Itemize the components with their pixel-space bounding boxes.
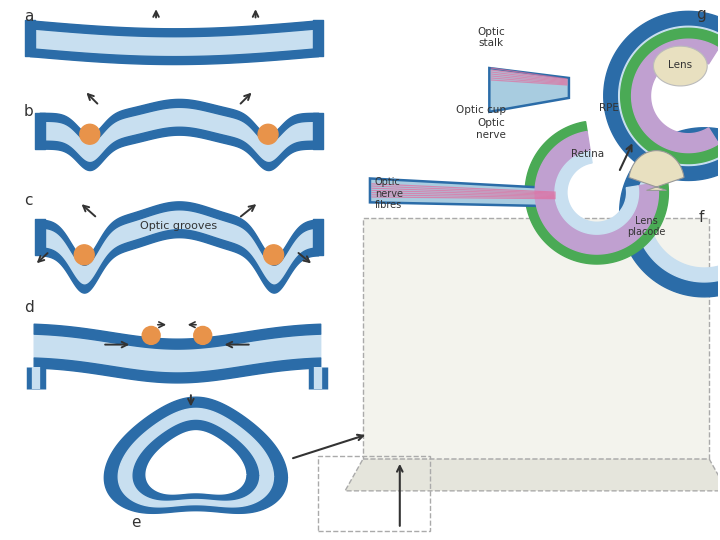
Polygon shape — [535, 131, 659, 254]
Polygon shape — [104, 397, 287, 514]
Polygon shape — [634, 143, 720, 282]
Text: c: c — [24, 193, 32, 208]
Text: e: e — [131, 515, 140, 530]
Text: f: f — [698, 210, 703, 225]
Text: Optic grooves: Optic grooves — [140, 221, 217, 231]
Text: g: g — [696, 8, 706, 22]
Polygon shape — [621, 28, 720, 164]
Polygon shape — [654, 46, 707, 86]
Polygon shape — [370, 179, 559, 206]
Text: Optic
stalk: Optic stalk — [477, 26, 505, 48]
Circle shape — [143, 327, 160, 345]
FancyBboxPatch shape — [363, 218, 709, 459]
Polygon shape — [490, 68, 569, 112]
Text: Retina: Retina — [571, 148, 604, 159]
Polygon shape — [620, 128, 720, 297]
Text: Lens: Lens — [668, 60, 693, 70]
Circle shape — [194, 327, 212, 345]
Text: Optic cup: Optic cup — [456, 105, 505, 115]
Polygon shape — [525, 122, 668, 264]
Text: RPE: RPE — [599, 103, 618, 113]
Circle shape — [74, 245, 94, 265]
Text: d: d — [24, 300, 34, 315]
Polygon shape — [618, 26, 720, 166]
Polygon shape — [604, 11, 720, 180]
Circle shape — [264, 245, 284, 265]
Polygon shape — [629, 151, 684, 191]
Polygon shape — [146, 431, 246, 494]
Polygon shape — [118, 408, 274, 507]
Text: Optic
nerve
fibres: Optic nerve fibres — [375, 177, 403, 210]
Circle shape — [80, 124, 100, 144]
Polygon shape — [631, 39, 719, 153]
Polygon shape — [555, 151, 639, 234]
Text: Optic
nerve: Optic nerve — [477, 118, 506, 140]
Text: a: a — [24, 9, 33, 24]
Polygon shape — [133, 421, 258, 500]
Polygon shape — [345, 459, 720, 491]
Text: Lens
placode: Lens placode — [627, 215, 666, 237]
Circle shape — [258, 124, 278, 144]
Text: b: b — [24, 104, 34, 119]
